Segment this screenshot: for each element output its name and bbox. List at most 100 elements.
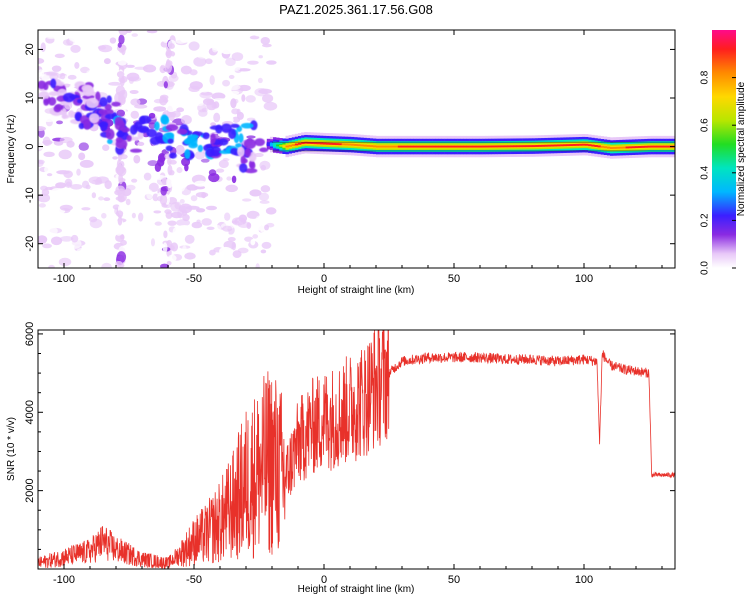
spectrogram-speckle — [201, 107, 208, 113]
spectrogram-ridge — [379, 145, 383, 148]
spectrogram-streak — [118, 34, 125, 45]
spectrogram-ridge — [491, 145, 495, 148]
spectrogram-speckle — [194, 180, 207, 187]
spectrogram-ridge — [625, 146, 629, 149]
spectrogram-speckle — [92, 257, 101, 263]
spectrogram-ridge — [569, 144, 573, 147]
spectrogram-speckle — [210, 122, 216, 127]
spectrogram-speckle — [210, 260, 220, 264]
spectrogram-ridge — [572, 143, 576, 146]
spectrogram-x-tick-label: 0 — [321, 273, 327, 285]
snr-y-tick-label: 6000 — [24, 322, 36, 346]
spectrogram-speckle — [182, 245, 187, 254]
spectrogram-speckle — [138, 212, 144, 222]
spectrogram-blob — [218, 138, 229, 146]
spectrogram-blob — [48, 97, 57, 106]
spectrogram-blob — [126, 135, 132, 142]
spectrogram-data — [38, 30, 675, 268]
spectrogram-speckle — [248, 253, 256, 263]
spectrogram-speckle — [131, 33, 138, 37]
spectrogram-ridge — [344, 143, 349, 146]
spectrogram-speckle — [98, 196, 104, 201]
spectrogram-streak — [168, 43, 175, 50]
spectrogram-speckle — [193, 56, 207, 67]
spectrogram-speckle — [56, 120, 63, 125]
spectrogram-ridge — [634, 146, 639, 149]
spectrogram-ridge — [310, 142, 314, 144]
spectrogram-speckle — [129, 245, 135, 255]
spectrogram-speckle — [94, 59, 105, 69]
spectrogram-x-tick-label: 100 — [575, 273, 593, 285]
spectrogram-y-label: Frequency (Hz) — [6, 115, 17, 184]
spectrogram-y-tick-label: -10 — [24, 187, 36, 203]
spectrogram-speckle — [232, 66, 241, 71]
spectrogram-ridge — [488, 145, 492, 148]
spectrogram-speckle — [211, 44, 219, 53]
spectrogram-ridge — [616, 146, 620, 149]
spectrogram-blob — [240, 122, 254, 129]
spectrogram-ridge — [385, 145, 389, 148]
spectrogram-ridge — [597, 145, 601, 148]
spectrogram-ridge — [544, 144, 548, 147]
spectrogram-speckle — [189, 69, 198, 76]
spectrogram-speckle — [191, 226, 198, 236]
spectrogram-streak — [115, 210, 124, 217]
spectrogram-speckle — [108, 81, 122, 86]
spectrogram-ridge — [282, 145, 286, 148]
spectrogram-streak — [164, 209, 172, 215]
spectrogram-speckle — [52, 46, 58, 54]
spectrogram-speckle — [258, 55, 263, 59]
spectrogram-ridge — [388, 145, 392, 148]
spectrogram-streak — [114, 227, 123, 236]
spectrogram-ridge — [285, 145, 289, 148]
spectrogram-speckle — [175, 144, 185, 155]
spectrogram-ridge — [351, 143, 355, 146]
spectrogram-streak — [162, 242, 168, 253]
spectrogram-blob — [106, 95, 112, 104]
spectrogram-blob — [160, 114, 169, 124]
spectrogram-ridge — [360, 144, 364, 147]
spectrogram-speckle — [60, 72, 66, 80]
spectrogram-ridge — [341, 143, 346, 146]
spectrogram-speckle — [229, 90, 240, 95]
spectrogram-blob — [249, 120, 258, 131]
colorbar-tick-label: 0.6 — [700, 118, 711, 132]
spectrogram-speckle — [227, 237, 236, 242]
spectrogram-speckle — [38, 69, 45, 78]
spectrogram-ridge — [269, 143, 274, 146]
spectrogram-ridge — [519, 145, 523, 148]
spectrogram-speckle — [41, 188, 50, 196]
spectrogram-streak — [165, 49, 172, 59]
spectrogram-speckle — [44, 30, 58, 38]
spectrogram-speckle — [226, 176, 232, 181]
spectrogram-speckle — [125, 198, 131, 206]
spectrogram-speckle — [266, 60, 277, 65]
spectrogram-speckle — [176, 219, 191, 227]
spectrogram-speckle — [81, 207, 91, 211]
spectrogram-speckle — [50, 236, 63, 246]
spectrogram-ridge — [273, 144, 277, 146]
spectrogram-speckle — [220, 46, 233, 55]
spectrogram-speckle — [222, 225, 233, 232]
spectrogram-ridge — [638, 146, 642, 148]
spectrogram-speckle — [191, 221, 203, 229]
spectrogram-speckle — [249, 189, 262, 197]
spectrogram-speckle — [246, 135, 256, 139]
spectrogram-ridge — [525, 145, 530, 148]
spectrogram-ridge — [619, 146, 623, 149]
spectrogram-speckle — [198, 227, 206, 235]
spectrogram-speckle — [264, 224, 269, 231]
spectrogram-speckle — [206, 226, 215, 230]
spectrogram-speckle — [193, 102, 204, 107]
spectrogram-speckle — [228, 40, 234, 45]
spectrogram-speckle — [54, 53, 65, 59]
spectrogram-speckle — [125, 64, 135, 68]
spectrogram-ridge — [547, 144, 551, 147]
spectrogram-blob — [237, 146, 245, 157]
spectrogram-blob — [189, 152, 195, 158]
spectrogram-ridge — [298, 142, 302, 145]
spectrogram-speckle — [98, 231, 106, 240]
spectrogram-speckle — [231, 108, 240, 115]
spectrogram-ridge — [641, 145, 645, 148]
